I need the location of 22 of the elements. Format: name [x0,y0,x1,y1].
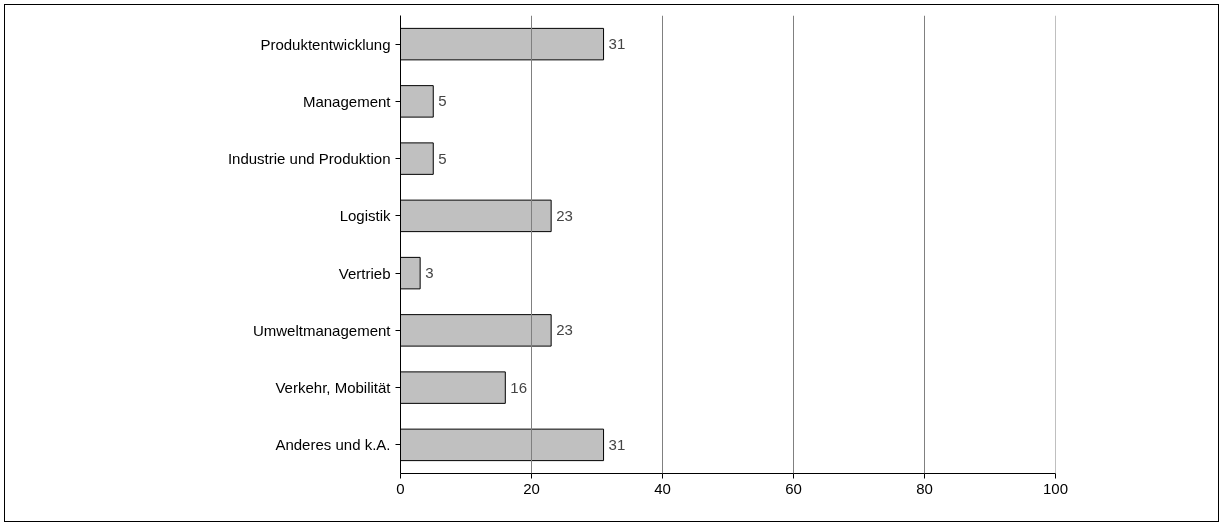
data-label: 16 [510,378,527,396]
y-tick-label: Verkehr, Mobilität [275,379,392,397]
x-tick-label: 80 [916,479,933,497]
x-tick-label: 100 [1042,479,1069,497]
y-tick-label: Management [302,92,392,110]
y-tick-label: Vertrieb [338,264,391,282]
data-label: 31 [608,435,626,453]
x-tick-label: 0 [396,479,405,497]
x-tick-label: 60 [785,479,802,497]
y-tick-label: Logistik [339,207,391,225]
x-tick-label: 40 [654,479,671,497]
y-tick-label: Industrie und Produktion [227,150,391,168]
data-label: 3 [425,264,434,282]
y-tick-label: Anderes und k.A. [275,436,391,454]
data-label: 5 [438,149,447,167]
data-label: 31 [608,35,626,53]
data-label: 23 [556,206,573,224]
y-tick-label: Umweltmanagement [252,321,392,339]
y-tick-label: Produktentwicklung [260,35,391,53]
x-tick-label: 20 [523,479,540,497]
data-label: 23 [556,321,573,339]
data-label: 5 [438,92,447,110]
